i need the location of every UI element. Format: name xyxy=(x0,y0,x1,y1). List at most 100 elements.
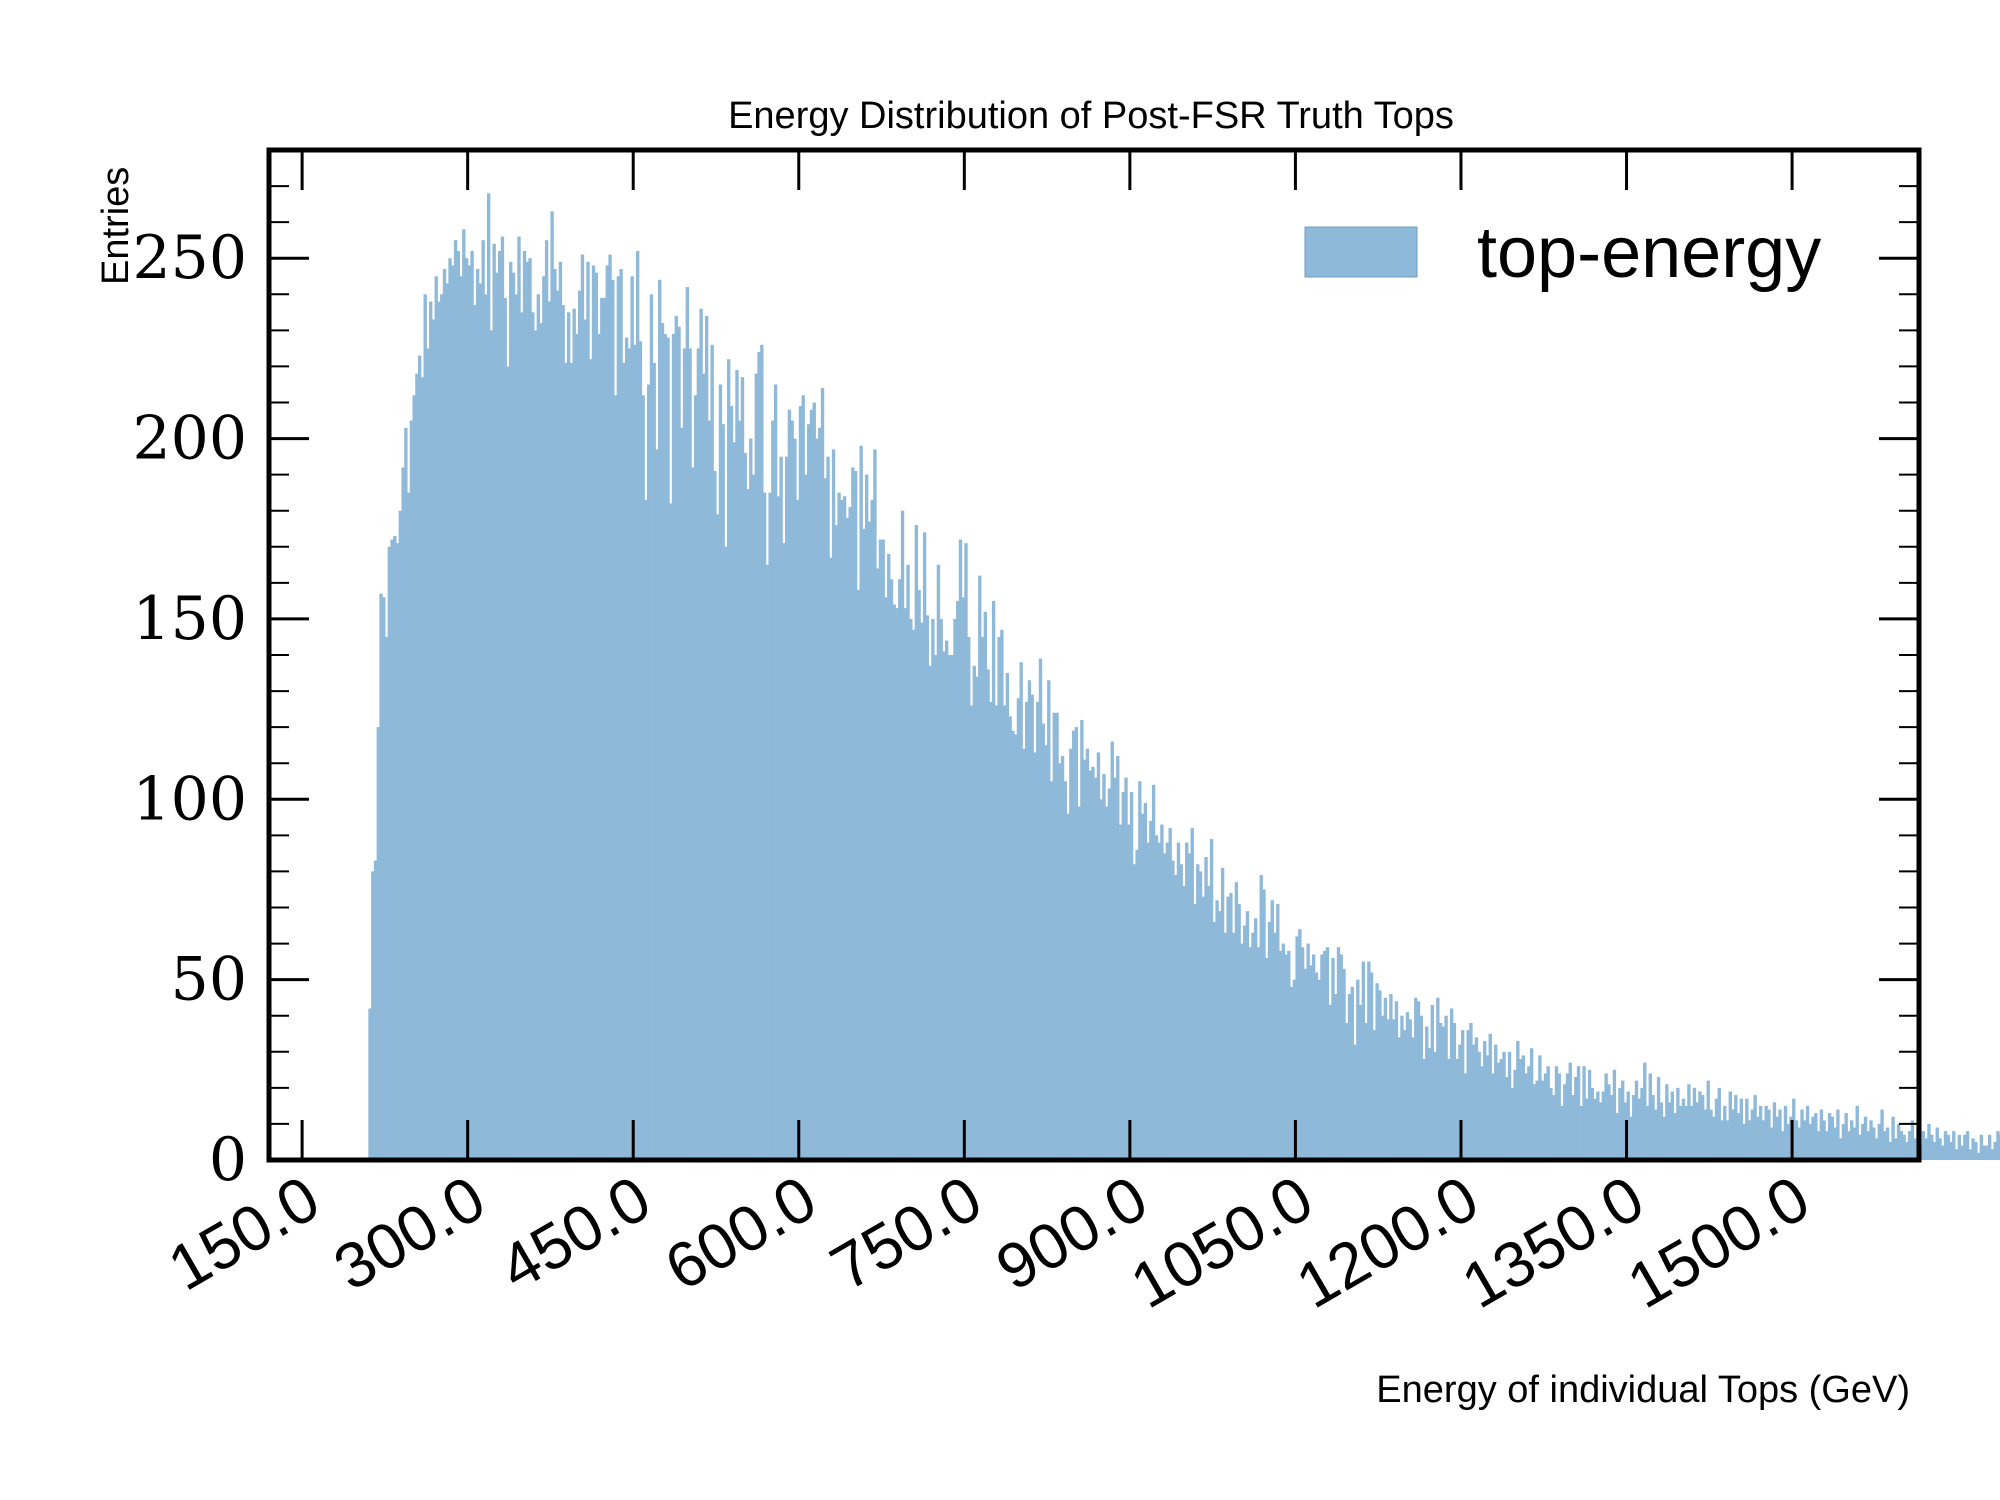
histogram-bar xyxy=(969,705,974,1160)
histogram-bar xyxy=(1201,896,1205,1160)
histogram-bar xyxy=(1518,1059,1523,1160)
histogram-bar xyxy=(671,333,676,1161)
histogram-bar xyxy=(635,251,640,1160)
histogram-bar xyxy=(1055,712,1059,1160)
histogram-bar xyxy=(1552,1095,1556,1160)
histogram-bar xyxy=(1786,1123,1790,1160)
histogram-bar xyxy=(903,608,907,1160)
histogram-bar xyxy=(1458,1044,1462,1160)
histogram-bar xyxy=(773,384,778,1161)
histogram-bar xyxy=(1579,1105,1583,1160)
histogram-bar xyxy=(1565,1073,1570,1160)
histogram-bar xyxy=(1568,1062,1572,1160)
histogram-bar xyxy=(1466,1030,1470,1160)
histogram-bar xyxy=(1022,748,1026,1160)
histogram-bar xyxy=(1894,1138,1898,1160)
histogram-bar xyxy=(900,510,905,1161)
histogram-bar xyxy=(715,514,720,1160)
histogram-bar xyxy=(1311,954,1316,1160)
histogram-bar xyxy=(1761,1120,1766,1160)
histogram-bar xyxy=(1049,781,1054,1160)
histogram-bar xyxy=(1455,1059,1459,1160)
histogram-bar xyxy=(1560,1105,1564,1160)
histogram-bar xyxy=(423,294,427,1160)
histogram-bar xyxy=(864,474,869,1160)
x-tick-label: 750.0 xyxy=(819,1162,994,1304)
histogram-bar xyxy=(1601,1091,1606,1160)
histogram-bar xyxy=(589,359,593,1161)
histogram-bar xyxy=(531,312,535,1160)
histogram-bar xyxy=(685,287,689,1160)
histogram-bar xyxy=(1502,1051,1506,1160)
histogram-bar xyxy=(953,618,957,1160)
histogram-bar xyxy=(1088,770,1092,1160)
histogram-bar xyxy=(1124,777,1128,1160)
histogram-bar xyxy=(972,665,976,1160)
histogram-bar xyxy=(826,456,830,1160)
histogram-bar xyxy=(1587,1069,1592,1160)
y-tick-label: 50 xyxy=(171,945,247,1015)
histogram-bar xyxy=(807,424,811,1160)
histogram-bar xyxy=(961,597,965,1160)
histogram-bar xyxy=(1709,1109,1713,1160)
histogram-bar xyxy=(1096,752,1101,1160)
histogram-bar xyxy=(1389,994,1393,1160)
histogram-bar xyxy=(1380,1015,1385,1160)
histogram-bar xyxy=(390,539,394,1160)
histogram-bar xyxy=(1416,1001,1421,1160)
histogram-bar xyxy=(641,395,645,1160)
histogram-bar xyxy=(1629,1116,1633,1160)
histogram-bar xyxy=(395,543,400,1160)
histogram-bar xyxy=(812,402,816,1160)
histogram-bar xyxy=(1739,1098,1744,1160)
legend-swatch xyxy=(1304,226,1418,278)
histogram-bar xyxy=(1212,921,1217,1160)
histogram-bar xyxy=(1736,1113,1741,1160)
histogram-bar xyxy=(509,261,513,1160)
histogram-bar xyxy=(1554,1066,1559,1160)
histogram-bar xyxy=(1113,777,1117,1160)
histogram-bar xyxy=(1678,1105,1683,1160)
histogram-bar xyxy=(1215,900,1219,1160)
histogram-bar xyxy=(1425,1026,1429,1160)
histogram-bar xyxy=(1535,1080,1539,1160)
histogram-bar xyxy=(782,543,786,1160)
histogram-bar xyxy=(1259,875,1263,1160)
histogram-bar xyxy=(1725,1120,1730,1160)
histogram-bar xyxy=(870,499,874,1160)
histogram-bar xyxy=(931,618,935,1160)
histogram-bar xyxy=(1758,1105,1763,1160)
histogram-bar xyxy=(917,590,921,1160)
histogram-bar xyxy=(1971,1138,1975,1160)
histogram-bar xyxy=(1334,994,1338,1160)
histogram-bar xyxy=(771,420,775,1160)
histogram-bar xyxy=(1314,972,1319,1160)
histogram-bar xyxy=(1082,759,1087,1160)
histogram-bar xyxy=(994,705,999,1160)
histogram-bar xyxy=(1632,1095,1636,1160)
histogram-bar xyxy=(1974,1141,1978,1160)
histogram-bar xyxy=(1593,1098,1597,1160)
histogram-bar xyxy=(1149,820,1153,1160)
histogram-bar xyxy=(467,265,472,1160)
histogram-bar xyxy=(1375,983,1379,1160)
histogram-bar xyxy=(1251,932,1255,1160)
histogram-bar xyxy=(1116,756,1120,1160)
x-tick-label: 1200.0 xyxy=(1284,1162,1490,1322)
histogram-bar xyxy=(696,348,701,1160)
histogram-bar xyxy=(528,258,532,1161)
histogram-bar xyxy=(1546,1066,1550,1160)
histogram-bar xyxy=(1891,1116,1895,1160)
histogram-bar xyxy=(793,438,797,1160)
histogram-bar xyxy=(1874,1138,1879,1160)
histogram-bar xyxy=(669,503,673,1160)
histogram-bar xyxy=(1885,1127,1890,1160)
histogram-bar xyxy=(591,265,596,1160)
histogram-bar xyxy=(1229,893,1233,1160)
histogram-bar xyxy=(1880,1109,1884,1160)
histogram-bar xyxy=(1378,990,1382,1160)
histogram-bar xyxy=(1099,799,1103,1160)
histogram-bar xyxy=(398,510,403,1161)
histogram-bar xyxy=(702,373,706,1160)
histogram-bar xyxy=(1306,943,1310,1160)
